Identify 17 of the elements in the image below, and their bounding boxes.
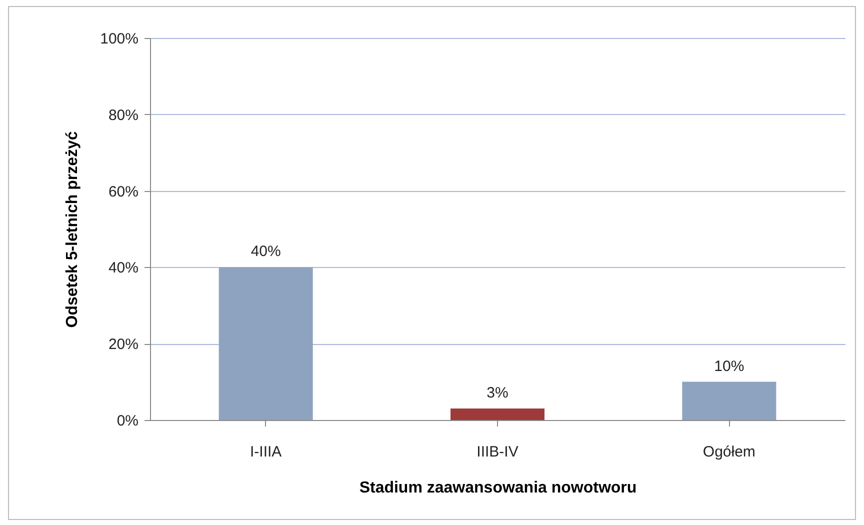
bar <box>218 267 313 420</box>
y-tick-label: 80% <box>108 106 138 124</box>
y-axis-title: Odsetek 5-letnich przeżyć <box>64 131 82 328</box>
data-label: 3% <box>486 384 508 402</box>
y-tick-label: 60% <box>108 183 138 200</box>
data-label: 10% <box>714 358 744 375</box>
x-tick-label: I-IIIA <box>250 444 282 460</box>
bar <box>682 382 776 420</box>
y-tick-label: 20% <box>108 336 138 354</box>
bar <box>450 408 544 420</box>
y-tick-label: 40% <box>108 260 138 277</box>
y-tick-label: 0% <box>116 412 138 430</box>
x-axis-title: Stadium zaawansowania nowotworu <box>359 480 637 496</box>
x-tick-label: Ogółem <box>702 444 756 460</box>
data-label: 40% <box>250 243 281 260</box>
y-tick-label: 100% <box>100 30 138 48</box>
x-tick-label: IIIB-IV <box>476 444 518 460</box>
